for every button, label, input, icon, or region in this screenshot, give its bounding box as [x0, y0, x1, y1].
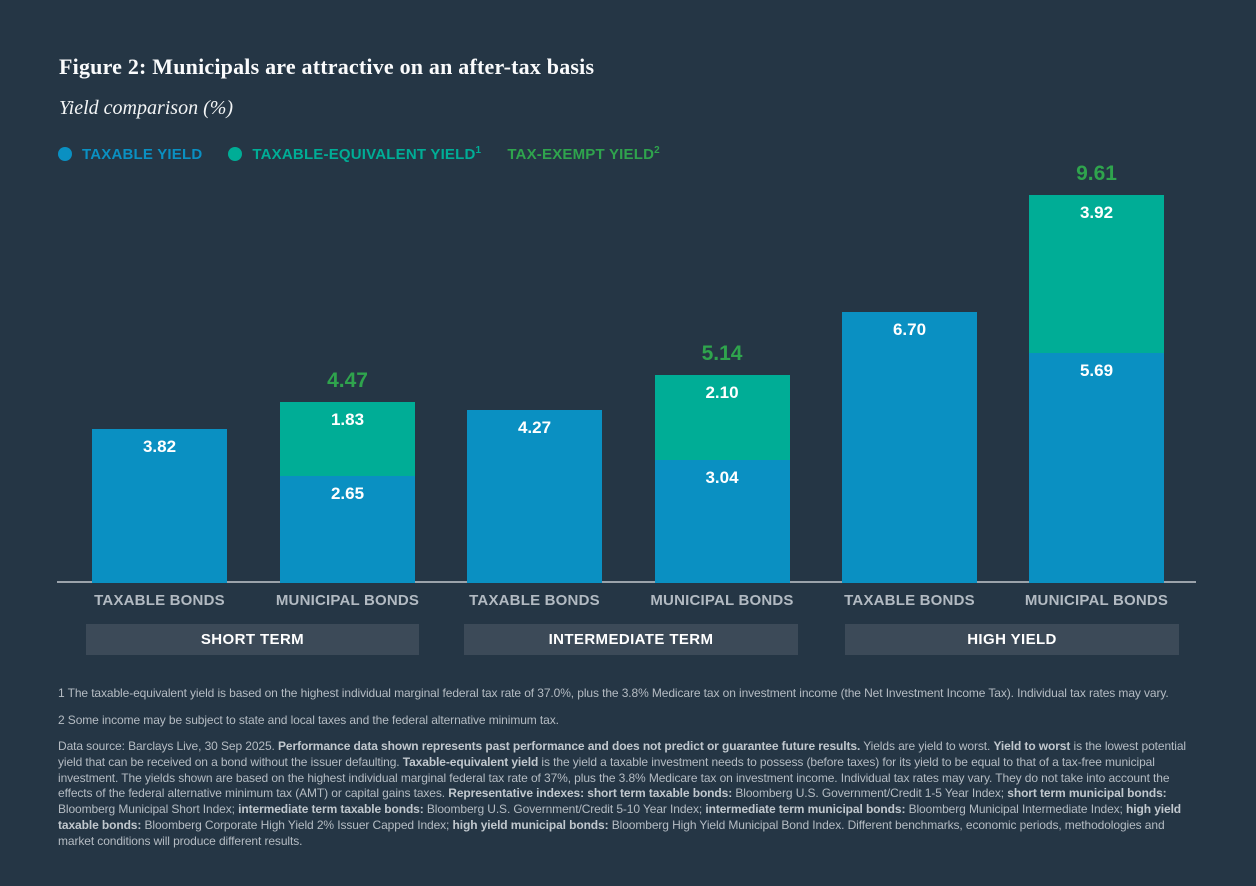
group-band-label: HIGH YIELD [967, 631, 1057, 648]
disclaimer-segment: is the yield a taxable investment needs … [58, 754, 1170, 801]
bar-segment-short-term-municipal-bonds-taxable-equivalent-yield: 1.83 [280, 402, 415, 476]
disclaimer-bold-segment: short term municipal bonds: [1007, 786, 1167, 801]
disclaimer-bold-segment: Representative indexes: short term taxab… [448, 786, 733, 801]
bar-segment-short-term-municipal-bonds-tax-exempt-yield: 2.65 [280, 475, 415, 583]
disclaimer-segment: Bloomberg Municipal Short Index; [58, 802, 239, 817]
bar-value-label: 3.04 [705, 468, 739, 488]
disclaimer-bold-segment: intermediate term municipal bonds: [705, 802, 906, 817]
footnote-2: 2 Some income may be subject to state an… [58, 713, 559, 727]
bar-segment-intermediate-term-municipal-bonds-tax-exempt-yield: 3.04 [654, 460, 790, 583]
group-band-high-yield: HIGH YIELD [845, 624, 1179, 655]
bar-segment-high-yield-taxable-bonds-taxable-yield: 6.70 [842, 312, 977, 583]
disclaimer-text: Data source: Barclays Live, 30 Sep 2025.… [58, 739, 1194, 850]
disclaimer-bold-segment: Taxable-equivalent yield [402, 754, 539, 769]
bar-segment-high-yield-municipal-bonds-taxable-equivalent-yield: 3.92 [1029, 194, 1164, 354]
chart-legend: TAXABLE YIELD TAXABLE-EQUIVALENT YIELD1 TA… [58, 145, 660, 163]
bar-value-label: 2.10 [705, 383, 739, 403]
bar-value-label: 4.27 [517, 418, 552, 438]
bar-value-label: 2.65 [330, 483, 365, 503]
total-value-label: 9.61 [1076, 161, 1117, 185]
legend-superscript: 1 [475, 145, 482, 156]
bar-segment-intermediate-term-municipal-bonds-taxable-equivalent-yield: 2.10 [654, 375, 790, 461]
legend-item-label: TAX-EXEMPT YIELD2 [507, 145, 660, 163]
disclaimer-segment: Yields are yield to worst. [860, 739, 994, 753]
bar-value-label: 3.92 [1079, 202, 1114, 222]
legend-dot-icon [58, 147, 72, 161]
bar-segment-intermediate-term-taxable-bonds-taxable-yield: 4.27 [467, 410, 602, 583]
bar-segment-short-term-taxable-bonds-taxable-yield: 3.82 [92, 428, 227, 583]
x-axis-label-high-yield-taxable-bonds: TAXABLE BONDS [844, 592, 975, 609]
group-band-intermediate-term: INTERMEDIATE TERM [464, 624, 798, 655]
disclaimer-bold-segment: high yield taxable bonds: [58, 802, 1182, 832]
group-band-short-term: SHORT TERM [86, 624, 419, 655]
legend-item-label: TAXABLE-EQUIVALENT YIELD1 [252, 145, 482, 163]
disclaimer-segment: Bloomberg U.S. Government/Credit 1-5 Yea… [732, 786, 1008, 801]
disclaimer-bold-segment: high yield municipal bonds: [452, 817, 609, 832]
figure-title: Figure 2: Municipals are attractive on a… [59, 54, 595, 79]
legend-dot-icon [228, 147, 243, 161]
group-band-label: SHORT TERM [200, 631, 305, 648]
disclaimer-segment: is the lowest potential yield that can b… [58, 739, 1186, 769]
legend-item-label: TAXABLE YIELD [82, 145, 203, 163]
disclaimer-bold-segment: Performance data shown represents past p… [278, 739, 861, 753]
disclaimer-bold-segment: intermediate term taxable bonds: [238, 802, 424, 817]
disclaimer-segment: Bloomberg Municipal Intermediate Index; [905, 802, 1127, 817]
disclaimer-segment: Bloomberg High Yield Municipal Bond Inde… [58, 817, 1165, 848]
bar-value-label: 5.69 [1079, 361, 1114, 381]
x-axis-label-short-term-municipal-bonds: MUNICIPAL BONDS [275, 592, 420, 609]
group-band-label: INTERMEDIATE TERM [548, 631, 714, 648]
footnotes-block: 1 The taxable-equivalent yield is based … [58, 686, 1194, 850]
x-axis-label-high-yield-municipal-bonds: MUNICIPAL BONDS [1024, 592, 1169, 609]
x-axis-label-short-term-taxable-bonds: TAXABLE BONDS [94, 592, 225, 609]
total-value-label: 5.14 [701, 342, 743, 366]
total-value-label: 4.47 [327, 369, 368, 393]
x-axis-label-intermediate-term-municipal-bonds: MUNICIPAL BONDS [650, 592, 794, 609]
legend-item-taxable-yield: TAXABLE YIELD [58, 146, 202, 163]
disclaimer-bold-segment: Yield to worst [993, 739, 1071, 753]
x-axis-line [57, 581, 1196, 583]
bar-value-label: 1.83 [330, 410, 365, 429]
disclaimer-segment: Bloomberg Corporate High Yield 2% Issuer… [141, 817, 453, 832]
footnote-1: 1 The taxable-equivalent yield is based … [58, 686, 1169, 700]
bar-value-label: 3.82 [142, 436, 177, 456]
figure-subtitle: Yield comparison (%) [59, 97, 234, 119]
legend-item-tax-exempt-yield: TAX-EXEMPT YIELD2 [507, 145, 660, 163]
bar-segment-high-yield-municipal-bonds-tax-exempt-yield: 5.69 [1029, 353, 1164, 583]
x-axis-label-intermediate-term-taxable-bonds: TAXABLE BONDS [469, 592, 600, 609]
disclaimer-segment: Data source: Barclays Live, 30 Sep 2025. [58, 739, 279, 753]
bar-value-label: 6.70 [892, 320, 927, 340]
legend-superscript: 2 [654, 145, 660, 156]
disclaimer-segment: Bloomberg U.S. Government/Credit 5-10 Ye… [423, 802, 706, 817]
legend-item-taxable-equivalent-yield: TAXABLE-EQUIVALENT YIELD1 [228, 145, 481, 163]
